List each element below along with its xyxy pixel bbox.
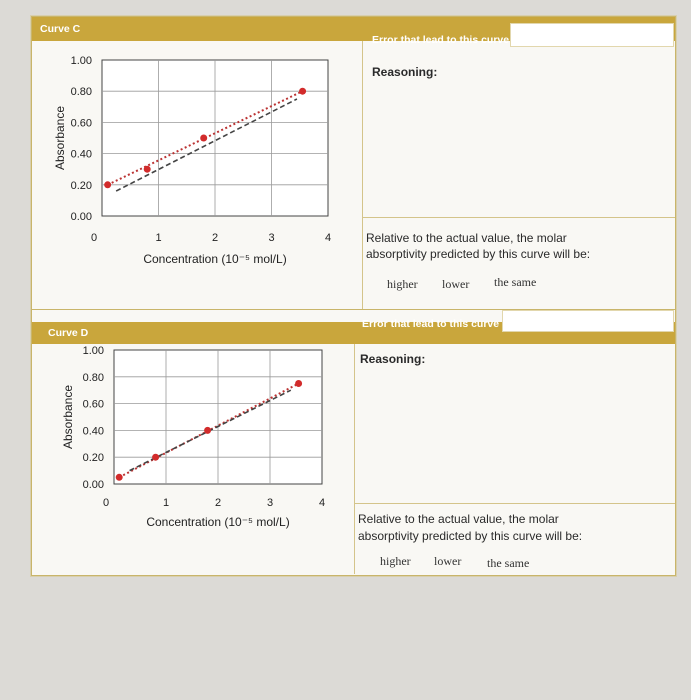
- data-point: [204, 426, 212, 434]
- x-tick-label: 3: [268, 232, 274, 244]
- curve-d-reasoning-area[interactable]: [358, 370, 672, 500]
- curve-d-question-line1: Relative to the actual value, the molar: [358, 512, 559, 526]
- x-tick-label: 2: [215, 497, 221, 509]
- curve-c-option-higher[interactable]: higher: [387, 277, 418, 291]
- data-point: [152, 453, 160, 461]
- curve-c-title: Curve C: [40, 23, 81, 35]
- curve-c-error-input[interactable]: [510, 23, 674, 47]
- y-tick-label: 1.00: [71, 55, 92, 67]
- x-tick-label: 1: [163, 497, 169, 509]
- curve-d-question-line2: absorptivity predicted by this curve wil…: [358, 529, 583, 543]
- curve-c-error-label: Error that lead to this curve: [372, 34, 510, 46]
- y-tick-label: 0.40: [83, 425, 104, 437]
- x-tick-label: 4: [325, 232, 331, 244]
- curve-c-chart: 0.00 0.20 0.40 0.60 0.80 1.00 0 1 2 3 4 Absorbance C…: [53, 55, 331, 266]
- curve-d-chart: 0.00 0.20 0.40 0.60 0.80 1.00 0 1 2 3 4 Absorbance C…: [61, 345, 325, 529]
- x-axis-title: Concentration (10⁻⁵ mol/L): [143, 252, 286, 266]
- curve-d-option-lower[interactable]: lower: [434, 554, 462, 568]
- curve-d-error-label: Error that lead to this curve: [362, 318, 500, 330]
- curve-c-panel: Curve C Error that lead to this curve Re…: [31, 16, 676, 313]
- x-tick-label: 4: [319, 497, 325, 509]
- curve-c-row-line: [362, 217, 675, 218]
- y-axis-title: Absorbance: [53, 106, 67, 170]
- y-tick-label: 0.00: [71, 211, 92, 223]
- curve-d-reasoning-label: Reasoning:: [360, 352, 426, 366]
- x-tick-label: 0: [91, 232, 97, 244]
- curve-d-title: Curve D: [48, 327, 89, 339]
- y-tick-label: 0.60: [71, 117, 92, 129]
- y-tick-label: 0.80: [83, 372, 104, 384]
- y-axis-title: Absorbance: [61, 385, 75, 449]
- x-tick-label: 1: [155, 232, 161, 244]
- curve-d-panel: Curve D Error that lead to this curve Re…: [31, 309, 676, 576]
- curve-d-row-line: [354, 503, 675, 504]
- y-tick-label: 0.80: [71, 86, 92, 98]
- y-tick-label: 0.20: [83, 452, 104, 464]
- x-tick-label: 3: [267, 497, 273, 509]
- y-tick-label: 0.00: [83, 479, 104, 491]
- data-point: [104, 181, 112, 189]
- y-tick-label: 0.60: [83, 399, 104, 411]
- curve-d-divider: [354, 344, 355, 574]
- worksheet-page: Curve C Error that lead to this curve Re…: [30, 15, 677, 577]
- x-tick-label: 0: [103, 497, 109, 509]
- x-tick-label: 2: [212, 232, 218, 244]
- data-point: [115, 473, 123, 481]
- data-point: [295, 380, 303, 387]
- curve-c-question-line1: Relative to the actual value, the molar: [366, 231, 567, 245]
- curve-d-error-input[interactable]: [502, 310, 674, 332]
- curve-c-reasoning-label: Reasoning:: [372, 65, 438, 79]
- curve-c-divider: [362, 41, 363, 311]
- curve-c-reasoning-area[interactable]: [366, 85, 672, 215]
- y-tick-label: 0.20: [71, 180, 92, 192]
- data-point: [299, 87, 307, 95]
- x-axis-title: Concentration (10⁻⁵ mol/L): [146, 515, 289, 529]
- curve-d-option-same[interactable]: the same: [487, 556, 530, 570]
- curve-d-option-higher[interactable]: higher: [380, 554, 411, 568]
- y-tick-label: 0.40: [71, 149, 92, 161]
- curve-c-option-lower[interactable]: lower: [442, 277, 470, 291]
- curve-c-question-line2: absorptivity predicted by this curve wil…: [366, 247, 591, 261]
- curve-c-option-same[interactable]: the same: [494, 275, 537, 289]
- data-point: [143, 165, 151, 173]
- trend-line-dashed: [115, 98, 298, 192]
- y-tick-label: 1.00: [83, 345, 104, 357]
- data-point: [200, 134, 208, 142]
